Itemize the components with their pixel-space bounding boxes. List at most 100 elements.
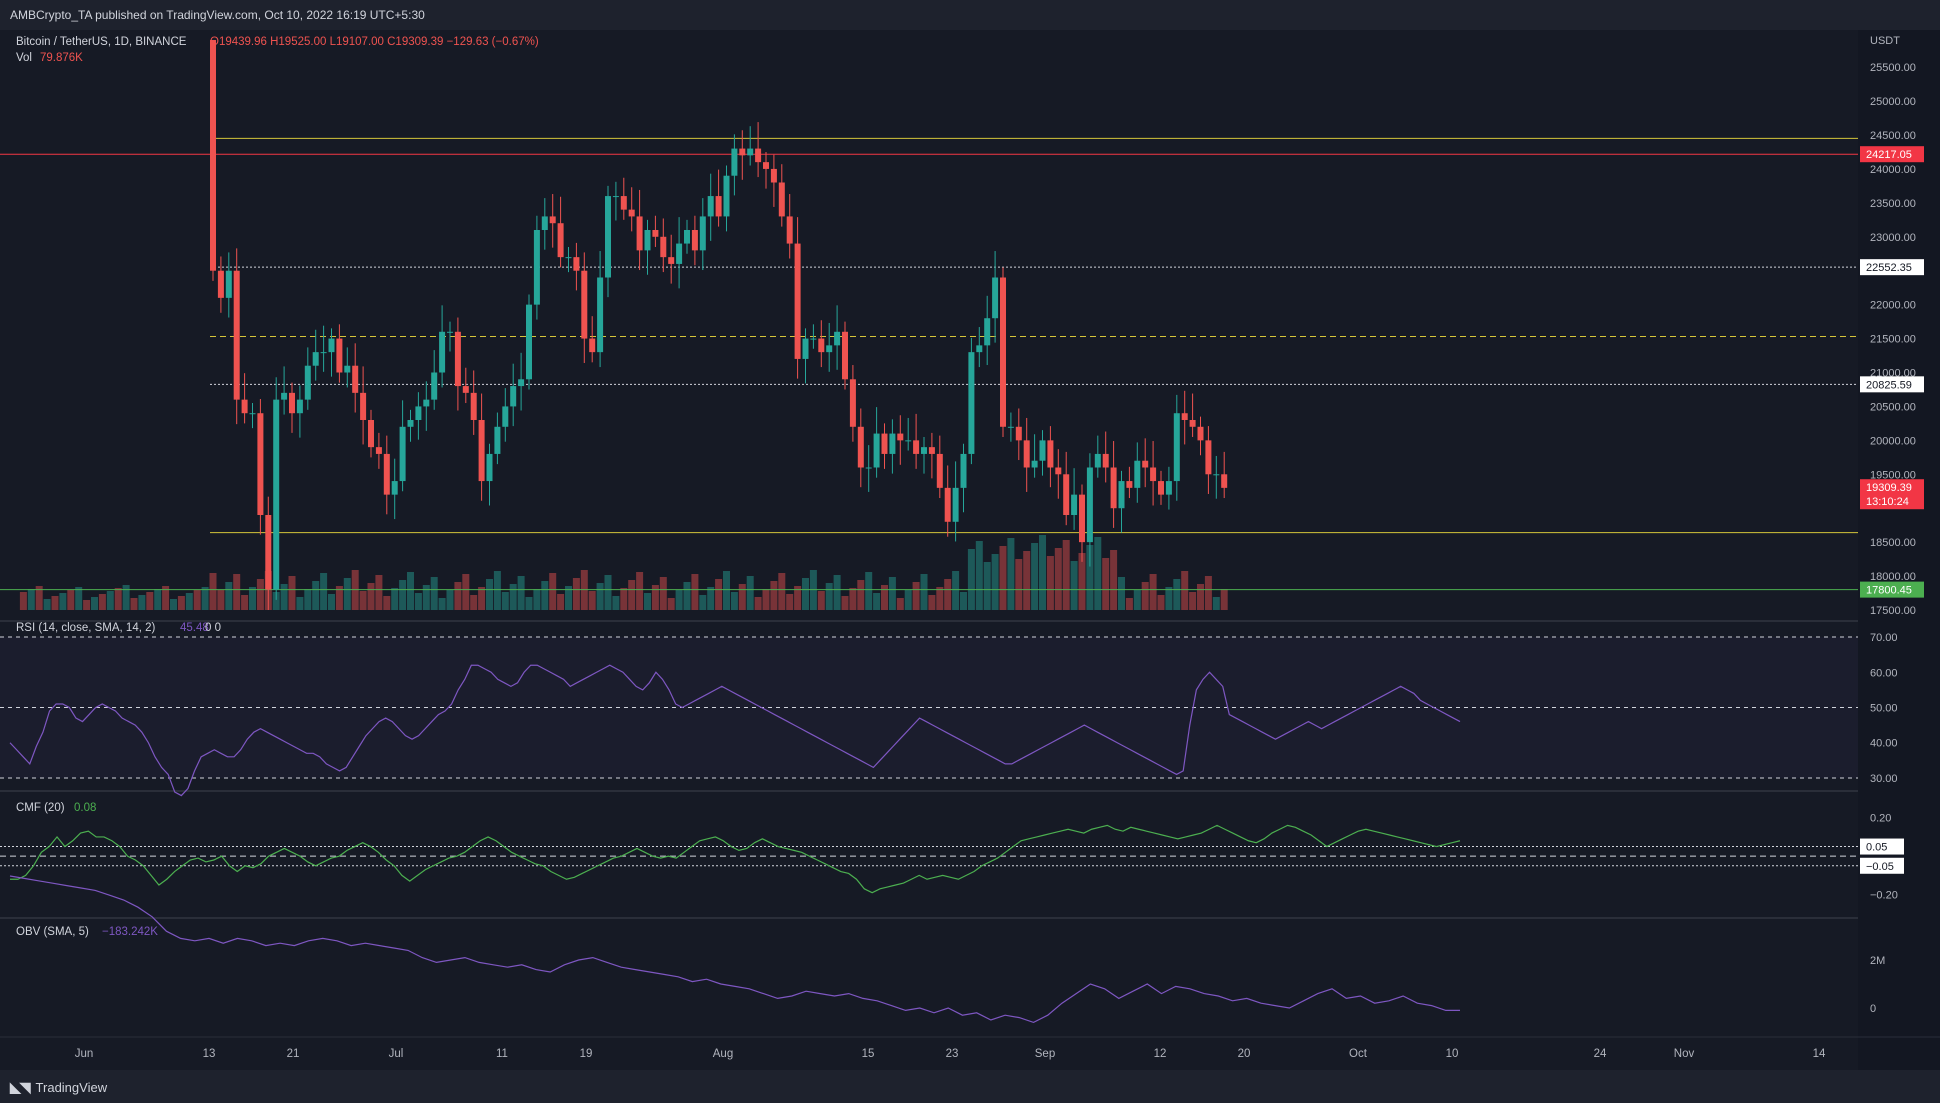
- candle: [281, 392, 288, 400]
- time-tick: Jun: [75, 1048, 94, 1060]
- candle: [952, 487, 959, 522]
- price-tick: 20000.00: [1870, 435, 1916, 447]
- candle: [304, 365, 311, 400]
- candle: [842, 331, 848, 380]
- volume-bar: [794, 586, 802, 610]
- candle: [1063, 474, 1070, 515]
- candle: [1102, 453, 1109, 468]
- time-tick: 14: [1813, 1048, 1826, 1060]
- price-tag: [1860, 479, 1924, 510]
- candle: [1150, 467, 1157, 482]
- volume-bar: [114, 588, 122, 610]
- candle: [344, 365, 351, 373]
- volume-bar: [707, 587, 715, 610]
- candle: [462, 386, 469, 393]
- volume-bar: [920, 574, 928, 610]
- time-tick: Nov: [1674, 1048, 1695, 1060]
- candle: [612, 196, 619, 198]
- volume-bar: [936, 587, 944, 610]
- price-tag: [1860, 259, 1924, 276]
- volume-bar: [462, 574, 470, 610]
- footer-bar: ◣◥ TradingView: [0, 1070, 1940, 1103]
- volume-bar: [391, 588, 399, 610]
- volume-bar: [928, 595, 936, 610]
- price-tick: 23000.00: [1870, 232, 1916, 244]
- candle: [328, 338, 335, 353]
- candle: [368, 420, 374, 448]
- volume-bar: [438, 598, 446, 610]
- volume-bar: [233, 574, 241, 610]
- candle: [391, 481, 398, 495]
- candle: [1031, 460, 1038, 468]
- time-tick: Oct: [1349, 1048, 1368, 1060]
- volume-bar: [478, 587, 486, 610]
- volume-bar: [407, 572, 414, 610]
- candle: [834, 331, 841, 346]
- tradingview-logo[interactable]: ◣◥ TradingView: [10, 1079, 107, 1096]
- volume-bar: [359, 591, 367, 610]
- candle: [1110, 467, 1117, 509]
- chart-area[interactable]: Bitcoin / TetherUS, 1D, BINANCE O19439.9…: [0, 30, 1940, 1070]
- volume-bar: [1078, 553, 1086, 610]
- volume-bar: [280, 584, 288, 610]
- volume-bar: [1165, 587, 1173, 610]
- candle: [778, 182, 785, 217]
- candle: [289, 392, 295, 414]
- time-tick: 24: [1594, 1048, 1607, 1060]
- candle: [928, 447, 935, 454]
- volume-bar: [106, 591, 114, 610]
- volume-bar: [1039, 535, 1046, 610]
- price-tick: 25500.00: [1870, 62, 1916, 74]
- volume-bar: [414, 593, 422, 610]
- candle: [320, 352, 327, 354]
- cmf-value: 0.08: [74, 802, 96, 814]
- candle: [976, 345, 983, 353]
- volume-bar: [904, 590, 912, 610]
- candle: [786, 216, 793, 244]
- candle: [1094, 453, 1101, 468]
- volume-bar: [572, 578, 580, 610]
- volume-bar: [817, 591, 825, 610]
- candles: [210, 40, 1228, 610]
- candle: [360, 392, 367, 420]
- volume-bar: [991, 554, 999, 610]
- volume-bar: [201, 587, 209, 610]
- volume-bar: [659, 577, 667, 610]
- candle: [889, 433, 896, 454]
- volume-bars: [19, 535, 1228, 610]
- price-scale[interactable]: [1858, 30, 1940, 1070]
- cmf-label: CMF (20): [16, 802, 65, 814]
- volume-bar: [841, 596, 849, 610]
- rsi-tick: 30.00: [1870, 773, 1898, 785]
- volume-bar: [604, 575, 612, 610]
- candle: [423, 399, 430, 407]
- candle: [731, 148, 738, 176]
- price-tick: 19500.00: [1870, 469, 1916, 481]
- volume-bar: [1054, 548, 1062, 610]
- price-tick: 24000.00: [1870, 164, 1916, 176]
- volume-bar: [762, 589, 770, 610]
- volume-bar: [533, 589, 541, 610]
- volume-bar: [715, 579, 723, 610]
- volume-bar: [825, 583, 833, 610]
- candle: [691, 230, 698, 251]
- rsi-tick: 70.00: [1870, 632, 1898, 644]
- candle: [763, 162, 769, 169]
- chart-svg[interactable]: Bitcoin / TetherUS, 1D, BINANCE O19439.9…: [0, 30, 1940, 1070]
- volume-bar: [833, 575, 841, 610]
- candle: [589, 338, 596, 353]
- volume-bar: [628, 580, 636, 610]
- time-tick: 19: [580, 1048, 593, 1060]
- volume-bar: [225, 582, 233, 610]
- candle: [1079, 494, 1085, 543]
- volume-bar: [738, 584, 746, 610]
- candle: [1189, 420, 1196, 427]
- cmf-tag: [1860, 838, 1904, 855]
- volume-bar: [75, 587, 83, 610]
- rsi-tick: 60.00: [1870, 667, 1898, 679]
- candle: [415, 406, 422, 420]
- time-tick: 23: [946, 1048, 959, 1060]
- candle: [715, 196, 722, 217]
- candle: [557, 223, 564, 258]
- volume-bar: [1023, 551, 1031, 610]
